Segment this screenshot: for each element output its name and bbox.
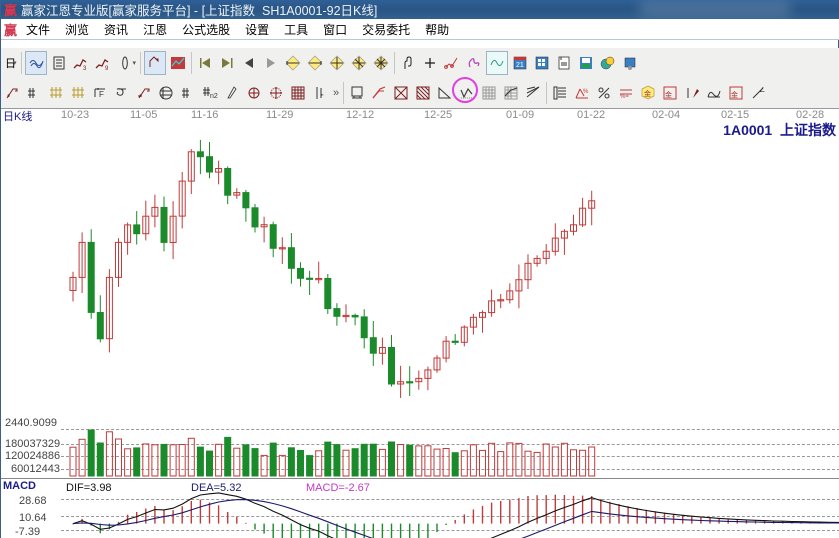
svg-text:%: % [583, 89, 589, 95]
svg-text:金: 金 [644, 89, 651, 98]
svg-text:21: 21 [516, 62, 524, 69]
svg-text:9: 9 [105, 66, 109, 72]
svg-text:F: F [99, 90, 104, 99]
svg-text:%=: %= [620, 94, 629, 100]
svg-text:n2: n2 [210, 93, 218, 100]
svg-text:金: 金 [665, 90, 672, 99]
svg-text:3: 3 [83, 66, 87, 72]
svg-text:": " [321, 94, 324, 101]
svg-text:金: 金 [731, 90, 738, 99]
svg-text:∠: ∠ [759, 86, 765, 94]
